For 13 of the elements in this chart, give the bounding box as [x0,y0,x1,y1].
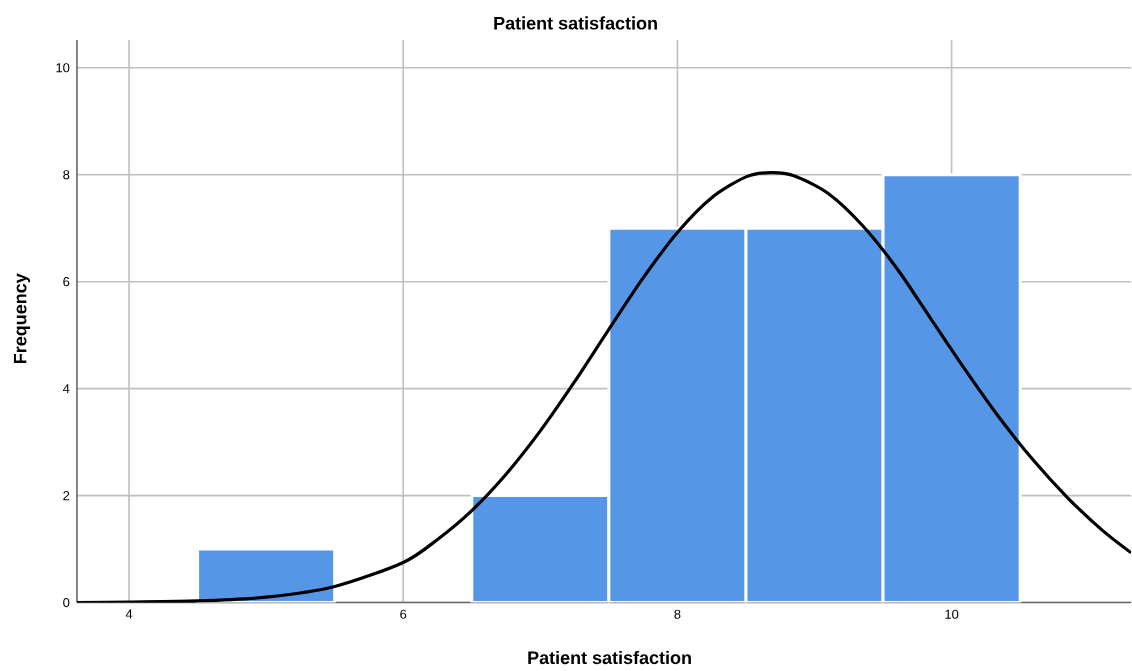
x-tick-label: 4 [125,609,133,619]
chart-title: Patient satisfaction [494,16,657,30]
y-tick-label: 2 [63,491,70,501]
y-tick-label: 0 [63,598,70,608]
x-tick-label: 6 [400,609,407,619]
y-tick-label: 10 [56,63,70,73]
x-axis-title: Patient satisfaction [528,651,691,665]
y-tick-label: 8 [63,170,70,180]
y-axis-title: Frequency [13,273,31,364]
y-tick-label: 6 [63,277,70,287]
x-tick-label: 10 [945,609,959,619]
x-tick-label: 8 [674,609,681,619]
y-tick-label: 4 [62,384,70,394]
